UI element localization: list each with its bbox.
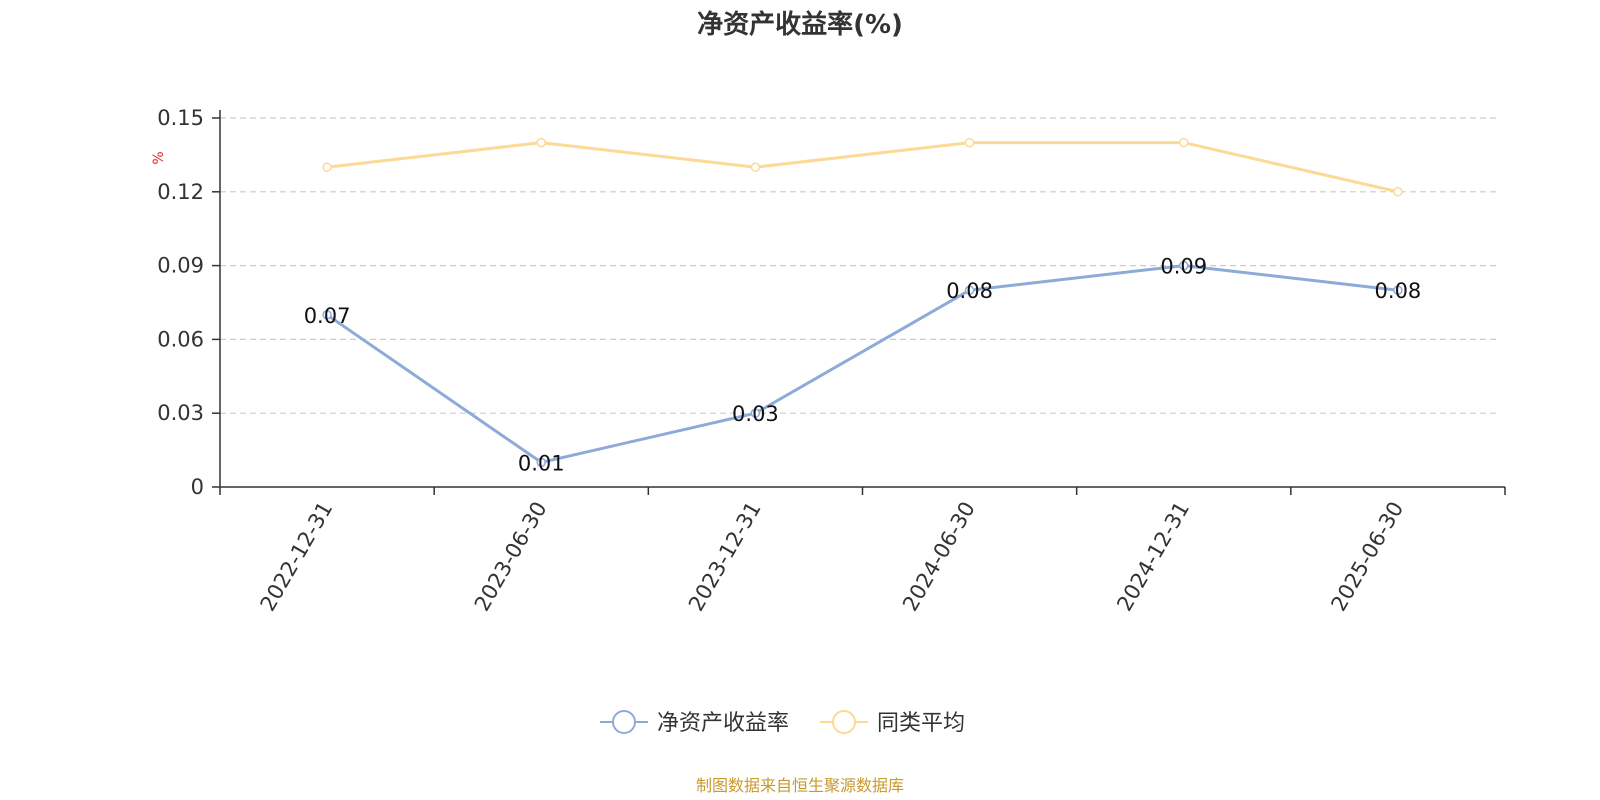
x-axis: 2022-12-31 2023-06-30 2023-12-31 2024-06-30… <box>219 486 1506 616</box>
data-point <box>1179 137 1189 148</box>
legend-marker-icon <box>832 710 856 734</box>
data-point <box>1393 187 1403 197</box>
y-axis-unit-label: % <box>151 151 167 164</box>
data-source-note: 制图数据来自恒生聚源数据库 <box>696 776 904 795</box>
y-tick-label: 0 <box>191 475 204 499</box>
data-label: 0.01 <box>518 451 565 475</box>
data-label: 0.09 <box>1160 255 1207 279</box>
data-label: 0.08 <box>946 279 993 303</box>
y-tick-label: 0.03 <box>157 401 204 425</box>
legend-marker-icon <box>612 710 636 734</box>
y-tick-label: 0.12 <box>157 180 204 204</box>
data-label: 0.03 <box>732 402 779 426</box>
data-point <box>964 285 975 295</box>
data-point <box>536 457 546 468</box>
legend-label: 同类平均 <box>877 711 965 736</box>
y-tick-label: 0.06 <box>157 327 204 351</box>
x-tick-label: 2024-06-30 <box>898 497 980 615</box>
data-point <box>964 137 975 148</box>
data-point <box>322 310 332 320</box>
chart-title: 净资产收益率(%) <box>697 9 903 40</box>
legend-label: 净资产收益率 <box>657 711 789 736</box>
series-line <box>326 264 1399 464</box>
x-tick-label: 2025-06-30 <box>1326 498 1408 616</box>
data-label: 0.07 <box>304 304 351 328</box>
series-line <box>326 141 1399 194</box>
data-point <box>1179 260 1189 271</box>
x-tick-label: 2023-06-30 <box>470 498 552 616</box>
legend: 净资产收益率 同类平均 <box>600 710 965 736</box>
data-point <box>750 408 761 418</box>
x-tick-label: 2023-12-31 <box>684 498 766 616</box>
data-labels: 0.07 0.01 0.03 0.08 0.09 0.08 <box>304 255 1422 476</box>
data-point <box>322 162 332 172</box>
data-point <box>536 137 546 148</box>
legend-item: 净资产收益率 <box>600 710 789 736</box>
y-tick-label: 0.09 <box>157 254 204 278</box>
y-axis: 0 0.03 0.06 0.09 0.12 0.15 <box>157 106 221 499</box>
x-tick-label: 2022-12-31 <box>256 498 338 616</box>
series-layer <box>322 137 1403 468</box>
y-tick-label: 0.15 <box>157 106 204 130</box>
data-point <box>750 162 761 172</box>
x-tick-label: 2024-12-31 <box>1112 498 1194 616</box>
data-point <box>1393 285 1403 295</box>
legend-item: 同类平均 <box>820 710 965 736</box>
gridlines <box>220 117 1497 414</box>
data-label: 0.08 <box>1375 279 1422 303</box>
